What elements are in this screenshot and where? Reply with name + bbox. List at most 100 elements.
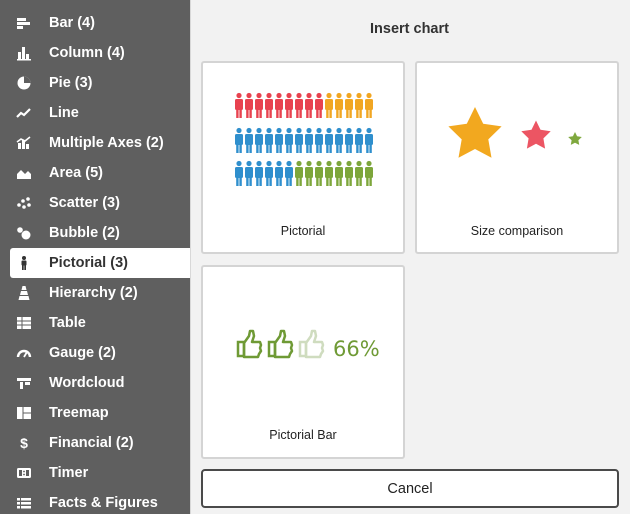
person-icon (335, 92, 343, 118)
sidebar-item-label: Scatter (3) (49, 195, 120, 211)
person-icon (325, 127, 333, 153)
person-icon (245, 127, 253, 153)
sidebar-item-label: Treemap (49, 405, 109, 421)
person-icon (345, 92, 353, 118)
sidebar-item-bar[interactable]: Bar (4) (0, 8, 190, 38)
person-icon (355, 92, 363, 118)
sidebar-item-hierarchy[interactable]: Hierarchy (2) (0, 278, 190, 308)
person-icon (305, 127, 313, 153)
sidebar-item-facts-figures[interactable]: Facts & Figures (0, 488, 190, 514)
chart-type-sidebar: Bar (4) Column (4) Pie (3) Line Multiple… (0, 0, 190, 514)
sidebar-item-table[interactable]: Table (0, 308, 190, 338)
sidebar-item-label: Pie (3) (49, 75, 93, 91)
gauge-icon (16, 345, 32, 361)
card-label: Size comparison (470, 224, 564, 238)
sidebar-item-label: Financial (2) (49, 435, 134, 451)
sidebar-item-label: Gauge (2) (49, 345, 116, 361)
percentage-value: 66% (333, 337, 380, 361)
person-icon (255, 92, 263, 118)
bubble-chart-icon (16, 225, 32, 241)
person-icon (365, 127, 373, 153)
sidebar-item-pie[interactable]: Pie (3) (0, 68, 190, 98)
person-icon (295, 92, 303, 118)
sidebar-item-label: Area (5) (49, 165, 103, 181)
sidebar-item-label: Bubble (2) (49, 225, 120, 241)
column-chart-icon (16, 45, 32, 61)
person-icon (315, 127, 323, 153)
person-icon (325, 92, 333, 118)
sidebar-item-label: Pictorial (3) (49, 255, 128, 271)
chart-card-pictorial[interactable]: Pictorial (201, 61, 405, 254)
multiple-axes-icon (16, 135, 32, 151)
person-icon (305, 92, 313, 118)
thumbs-up-faded-icon (298, 329, 325, 359)
pie-chart-icon (16, 75, 32, 91)
sidebar-item-wordcloud[interactable]: Wordcloud (0, 368, 190, 398)
sidebar-item-label: Line (49, 105, 79, 121)
person-icon (285, 92, 293, 118)
sidebar-item-gauge[interactable]: Gauge (2) (0, 338, 190, 368)
timer-icon (16, 465, 32, 481)
pictorial-bar-preview: 66% (236, 329, 380, 361)
sidebar-item-treemap[interactable]: Treemap (0, 398, 190, 428)
person-icon (245, 160, 253, 186)
size-comparison-preview (448, 107, 582, 158)
sidebar-item-financial[interactable]: $ Financial (2) (0, 428, 190, 458)
person-icon (285, 127, 293, 153)
sidebar-item-bubble[interactable]: Bubble (2) (0, 218, 190, 248)
sidebar-item-label: Facts & Figures (49, 495, 158, 511)
person-icon (265, 127, 273, 153)
dialog-title: Insert chart (370, 21, 449, 37)
facts-icon (16, 495, 32, 511)
person-icon (345, 127, 353, 153)
person-icon (285, 160, 293, 186)
small-star-icon (568, 132, 582, 145)
sidebar-item-label: Bar (4) (49, 15, 95, 31)
person-icon (325, 160, 333, 186)
bar-chart-icon (16, 15, 32, 31)
insert-chart-panel: Insert chart Pictorial Size comparison (190, 0, 630, 514)
pictorial-preview (235, 92, 373, 186)
sidebar-item-timer[interactable]: Timer (0, 458, 190, 488)
person-icon (335, 160, 343, 186)
sidebar-item-label: Timer (49, 465, 89, 481)
person-icon (305, 160, 313, 186)
sidebar-item-label: Table (49, 315, 86, 331)
person-icon (275, 92, 283, 118)
person-icon (275, 127, 283, 153)
person-icon (265, 92, 273, 118)
person-icon (365, 92, 373, 118)
scatter-chart-icon (16, 195, 32, 211)
sidebar-item-line[interactable]: Line (0, 98, 190, 128)
sidebar-item-label: Multiple Axes (2) (49, 135, 164, 151)
sidebar-item-multiple-axes[interactable]: Multiple Axes (2) (0, 128, 190, 158)
person-icon (255, 160, 263, 186)
sidebar-item-label: Hierarchy (2) (49, 285, 138, 301)
area-chart-icon (16, 165, 32, 181)
person-icon (295, 127, 303, 153)
cancel-button[interactable]: Cancel (201, 469, 619, 508)
sidebar-item-pictorial[interactable]: Pictorial (3) (10, 248, 190, 278)
person-icon (355, 127, 363, 153)
person-icon (235, 92, 243, 118)
person-icon (355, 160, 363, 186)
chart-card-size-comparison[interactable]: Size comparison (415, 61, 619, 254)
sidebar-item-scatter[interactable]: Scatter (3) (0, 188, 190, 218)
medium-star-icon (521, 120, 551, 149)
person-icon (335, 127, 343, 153)
sidebar-item-column[interactable]: Column (4) (0, 38, 190, 68)
chart-card-pictorial-bar[interactable]: 66% Pictorial Bar (201, 265, 405, 459)
thumbs-up-icon (267, 329, 294, 359)
sidebar-item-area[interactable]: Area (5) (0, 158, 190, 188)
hierarchy-icon (16, 285, 32, 301)
person-icon (295, 160, 303, 186)
wordcloud-icon (16, 375, 32, 391)
person-icon (255, 127, 263, 153)
person-icon (16, 255, 32, 271)
person-icon (315, 160, 323, 186)
person-icon (315, 92, 323, 118)
card-label: Pictorial (280, 224, 326, 238)
card-label: Pictorial Bar (269, 428, 337, 442)
table-icon (16, 315, 32, 331)
line-chart-icon (16, 105, 32, 121)
